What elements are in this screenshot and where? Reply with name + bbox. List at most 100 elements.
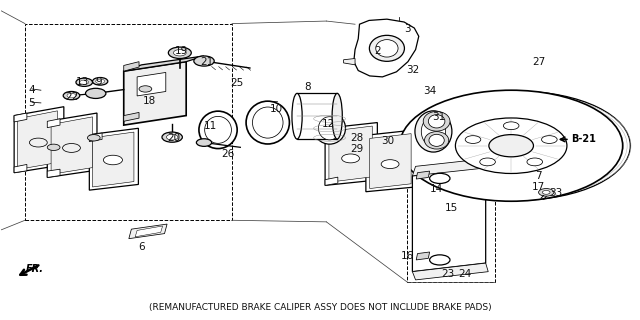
Polygon shape bbox=[47, 169, 60, 178]
Circle shape bbox=[173, 50, 186, 56]
Polygon shape bbox=[93, 132, 134, 187]
Polygon shape bbox=[344, 59, 355, 65]
Text: B-21: B-21 bbox=[571, 134, 596, 144]
Circle shape bbox=[541, 136, 557, 143]
Text: 3: 3 bbox=[404, 24, 411, 34]
Polygon shape bbox=[124, 62, 186, 125]
Text: 16: 16 bbox=[401, 251, 415, 261]
Polygon shape bbox=[329, 126, 372, 182]
Text: 22: 22 bbox=[65, 92, 78, 101]
Text: 2: 2 bbox=[374, 45, 381, 56]
Text: 23: 23 bbox=[441, 269, 454, 279]
Circle shape bbox=[63, 92, 80, 100]
Polygon shape bbox=[412, 158, 488, 176]
Polygon shape bbox=[370, 134, 411, 188]
Text: 21: 21 bbox=[200, 57, 213, 67]
Circle shape bbox=[456, 118, 567, 173]
Circle shape bbox=[399, 90, 623, 201]
Text: 9: 9 bbox=[95, 77, 102, 87]
Ellipse shape bbox=[314, 112, 346, 144]
Text: 10: 10 bbox=[270, 104, 284, 114]
Ellipse shape bbox=[332, 93, 342, 139]
Text: 34: 34 bbox=[423, 86, 436, 96]
Text: 31: 31 bbox=[432, 112, 445, 122]
Text: 18: 18 bbox=[143, 96, 156, 106]
Polygon shape bbox=[47, 119, 60, 128]
Text: 27: 27 bbox=[532, 57, 545, 67]
Ellipse shape bbox=[423, 111, 450, 131]
Polygon shape bbox=[14, 113, 27, 122]
Text: FR.: FR. bbox=[26, 264, 44, 274]
Text: 20: 20 bbox=[167, 133, 180, 143]
Circle shape bbox=[342, 154, 360, 163]
Circle shape bbox=[489, 135, 534, 157]
Polygon shape bbox=[129, 224, 167, 239]
Polygon shape bbox=[412, 263, 488, 280]
Polygon shape bbox=[354, 19, 419, 77]
Ellipse shape bbox=[421, 116, 445, 147]
Ellipse shape bbox=[428, 115, 445, 128]
Bar bbox=[25, 24, 232, 220]
Circle shape bbox=[63, 143, 81, 152]
Text: 28: 28 bbox=[350, 133, 364, 143]
Polygon shape bbox=[325, 177, 338, 185]
Text: 32: 32 bbox=[406, 65, 419, 75]
Text: 11: 11 bbox=[204, 121, 217, 131]
Ellipse shape bbox=[246, 101, 289, 144]
Circle shape bbox=[429, 173, 450, 183]
Ellipse shape bbox=[369, 35, 404, 61]
Circle shape bbox=[527, 158, 543, 166]
Polygon shape bbox=[124, 112, 139, 121]
Polygon shape bbox=[325, 123, 378, 185]
Text: 8: 8 bbox=[304, 82, 310, 92]
Bar bbox=[407, 161, 495, 282]
Circle shape bbox=[88, 135, 100, 141]
Circle shape bbox=[67, 93, 76, 98]
Ellipse shape bbox=[205, 116, 232, 143]
Circle shape bbox=[504, 122, 519, 130]
Polygon shape bbox=[51, 117, 93, 174]
Text: 14: 14 bbox=[429, 184, 443, 194]
Text: 4: 4 bbox=[29, 85, 35, 95]
Polygon shape bbox=[137, 72, 166, 96]
Polygon shape bbox=[124, 62, 139, 71]
Polygon shape bbox=[297, 93, 337, 139]
Polygon shape bbox=[90, 128, 138, 190]
Circle shape bbox=[29, 138, 47, 147]
Text: 29: 29 bbox=[350, 144, 364, 154]
Circle shape bbox=[139, 86, 152, 92]
Circle shape bbox=[76, 78, 93, 86]
Ellipse shape bbox=[376, 40, 398, 57]
Circle shape bbox=[103, 155, 122, 165]
Polygon shape bbox=[416, 252, 429, 260]
Text: 12: 12 bbox=[322, 118, 335, 129]
Circle shape bbox=[429, 255, 450, 265]
Polygon shape bbox=[412, 168, 486, 272]
Text: 26: 26 bbox=[221, 149, 234, 159]
Ellipse shape bbox=[252, 107, 283, 138]
Text: 15: 15 bbox=[445, 203, 458, 212]
Circle shape bbox=[96, 79, 104, 84]
Circle shape bbox=[93, 77, 108, 85]
Circle shape bbox=[465, 136, 481, 143]
Circle shape bbox=[539, 188, 554, 196]
Ellipse shape bbox=[429, 134, 444, 146]
Ellipse shape bbox=[407, 91, 630, 200]
Text: 24: 24 bbox=[459, 269, 472, 279]
Polygon shape bbox=[325, 126, 338, 135]
Text: 17: 17 bbox=[532, 182, 545, 192]
Ellipse shape bbox=[199, 111, 237, 148]
Polygon shape bbox=[366, 130, 415, 192]
Polygon shape bbox=[124, 56, 204, 71]
Ellipse shape bbox=[319, 117, 340, 140]
Circle shape bbox=[196, 139, 212, 146]
Circle shape bbox=[166, 134, 178, 140]
Circle shape bbox=[168, 47, 191, 59]
Circle shape bbox=[80, 80, 89, 84]
Text: 7: 7 bbox=[535, 172, 542, 181]
Polygon shape bbox=[17, 111, 58, 170]
Text: 33: 33 bbox=[549, 188, 563, 198]
Text: 30: 30 bbox=[381, 136, 394, 146]
Ellipse shape bbox=[292, 93, 302, 139]
Text: 6: 6 bbox=[138, 242, 145, 252]
